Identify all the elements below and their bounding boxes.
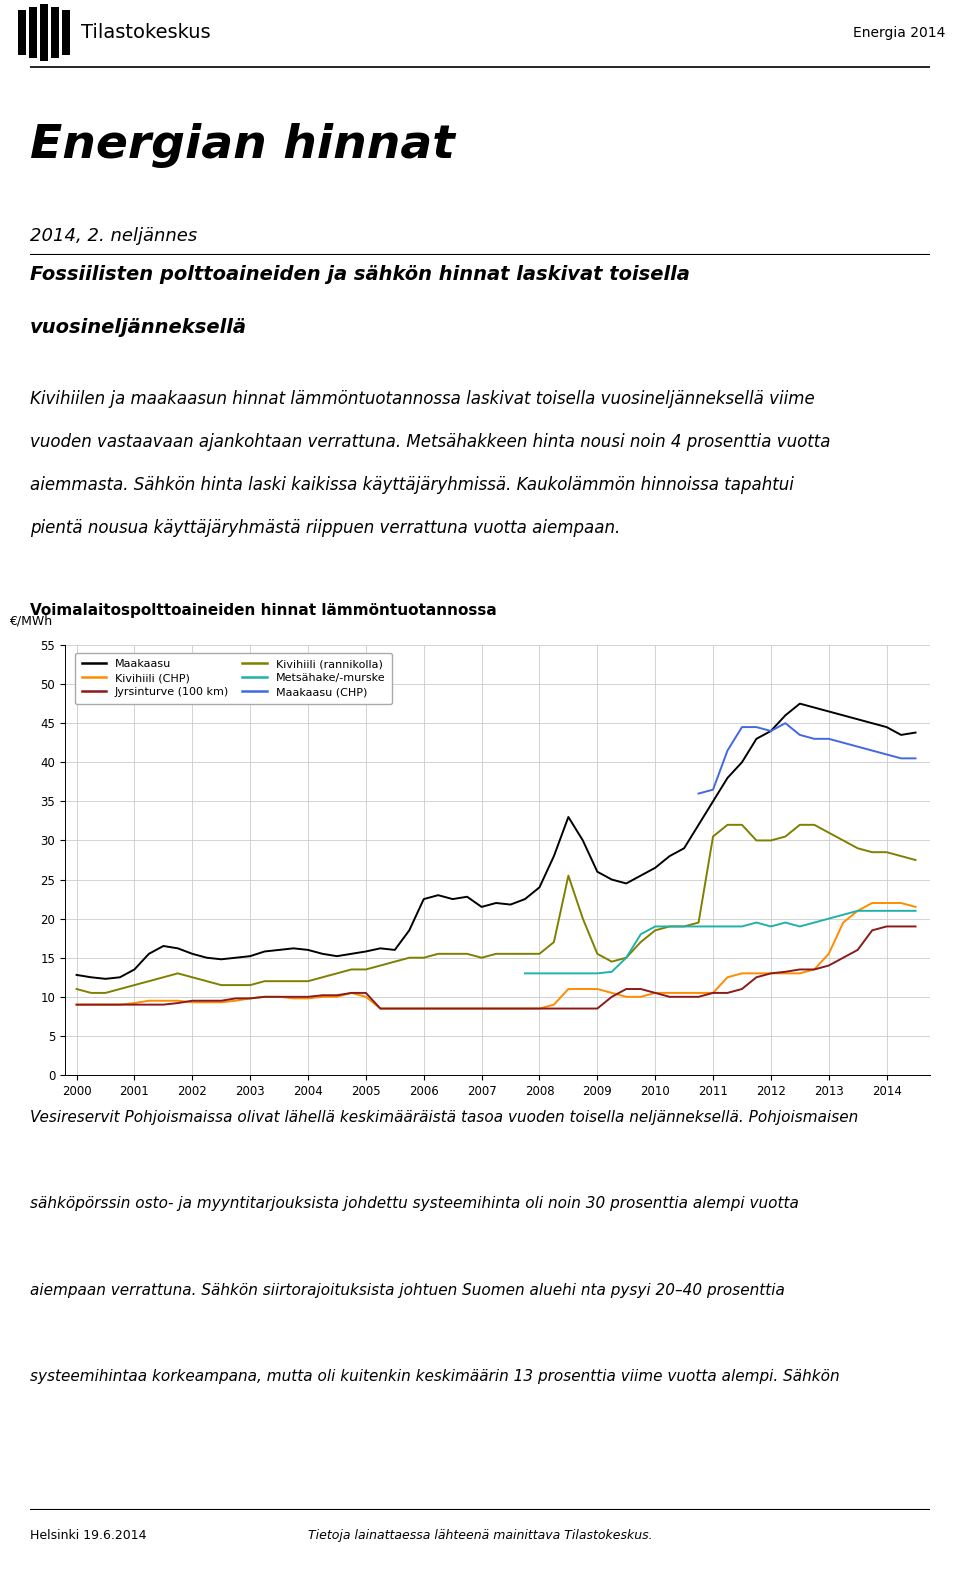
Text: sähköpörssin osto- ja myyntitarjouksista johdettu systeemihinta oli noin 30 pros: sähköpörssin osto- ja myyntitarjouksista…	[30, 1197, 799, 1211]
Text: Tietoja lainattaessa lähteenä mainittava Tilastokeskus.: Tietoja lainattaessa lähteenä mainittava…	[308, 1530, 652, 1542]
Text: vuoden vastaavaan ajankohtaan verrattuna. Metsähakkeen hinta nousi noin 4 prosen: vuoden vastaavaan ajankohtaan verrattuna…	[30, 433, 830, 450]
Text: aiempaan verrattuna. Sähkön siirtorajoituksista johtuen Suomen aluehi nta pysyi : aiempaan verrattuna. Sähkön siirtorajoit…	[30, 1282, 785, 1298]
Text: Vesireservit Pohjoismaissa olivat lähellä keskimääräistä tasoa vuoden toisella n: Vesireservit Pohjoismaissa olivat lähell…	[30, 1110, 858, 1125]
Text: Tilastokeskus: Tilastokeskus	[81, 24, 210, 43]
Text: vuosineljänneksellä: vuosineljänneksellä	[30, 319, 247, 336]
Text: aiemmasta. Sähkön hinta laski kaikissa käyttäjäryhmissä. Kaukolämmön hinnoissa t: aiemmasta. Sähkön hinta laski kaikissa k…	[30, 476, 794, 495]
Text: Energian hinnat: Energian hinnat	[30, 124, 455, 168]
Text: Fossiilisten polttoaineiden ja sähkön hinnat laskivat toisella: Fossiilisten polttoaineiden ja sähkön hi…	[30, 265, 690, 284]
Text: Helsinki 19.6.2014: Helsinki 19.6.2014	[30, 1530, 147, 1542]
Text: €/MWh: €/MWh	[9, 615, 52, 628]
Text: systeemihintaa korkeampana, mutta oli kuitenkin keskimäärin 13 prosenttia viime : systeemihintaa korkeampana, mutta oli ku…	[30, 1369, 840, 1384]
Text: 2014, 2. neljännes: 2014, 2. neljännes	[30, 227, 197, 246]
Bar	[40, 5, 48, 60]
Bar	[51, 6, 59, 59]
Bar	[18, 10, 26, 55]
Legend: Maakaasu, Kivihiili (CHP), Jyrsinturve (100 km), Kivihiili (rannikolla), Metsäha: Maakaasu, Kivihiili (CHP), Jyrsinturve (…	[75, 653, 392, 704]
Text: Kivihiilen ja maakaasun hinnat lämmöntuotannossa laskivat toisella vuosineljänne: Kivihiilen ja maakaasun hinnat lämmöntuo…	[30, 390, 815, 407]
Text: Energia 2014: Energia 2014	[852, 25, 945, 40]
Text: pientä nousua käyttäjäryhmästä riippuen verrattuna vuotta aiempaan.: pientä nousua käyttäjäryhmästä riippuen …	[30, 518, 620, 537]
Bar	[29, 6, 37, 59]
Text: Voimalaitospolttoaineiden hinnat lämmöntuotannossa: Voimalaitospolttoaineiden hinnat lämmönt…	[30, 602, 496, 618]
Bar	[62, 10, 70, 55]
